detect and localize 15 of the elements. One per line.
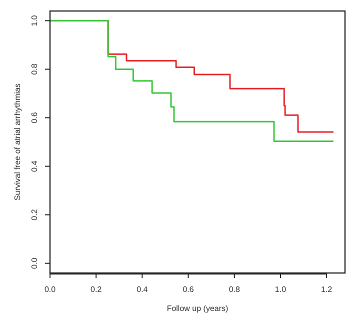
- y-tick-label: 0.6: [30, 112, 39, 124]
- y-tick-label: 1.0: [30, 14, 39, 26]
- x-axis-title: Follow up (years): [166, 304, 229, 313]
- y-tick-label: 0.8: [30, 63, 39, 75]
- y-tick-label: 0.4: [30, 160, 39, 172]
- y-tick-label: 0.0: [30, 257, 39, 269]
- x-tick-label: 1.0: [274, 285, 287, 294]
- x-tick-label: 0.8: [228, 285, 240, 294]
- x-tick-label: 0.6: [182, 285, 194, 294]
- x-tick-label: 0.0: [44, 285, 56, 294]
- x-tick-label: 0.4: [136, 285, 148, 294]
- y-axis-title: Survival free of atrial arrhythmias: [13, 84, 22, 200]
- y-tick-label: 0.2: [30, 208, 39, 220]
- x-tick-label: 0.2: [90, 285, 102, 294]
- x-tick-label: 1.2: [321, 285, 333, 294]
